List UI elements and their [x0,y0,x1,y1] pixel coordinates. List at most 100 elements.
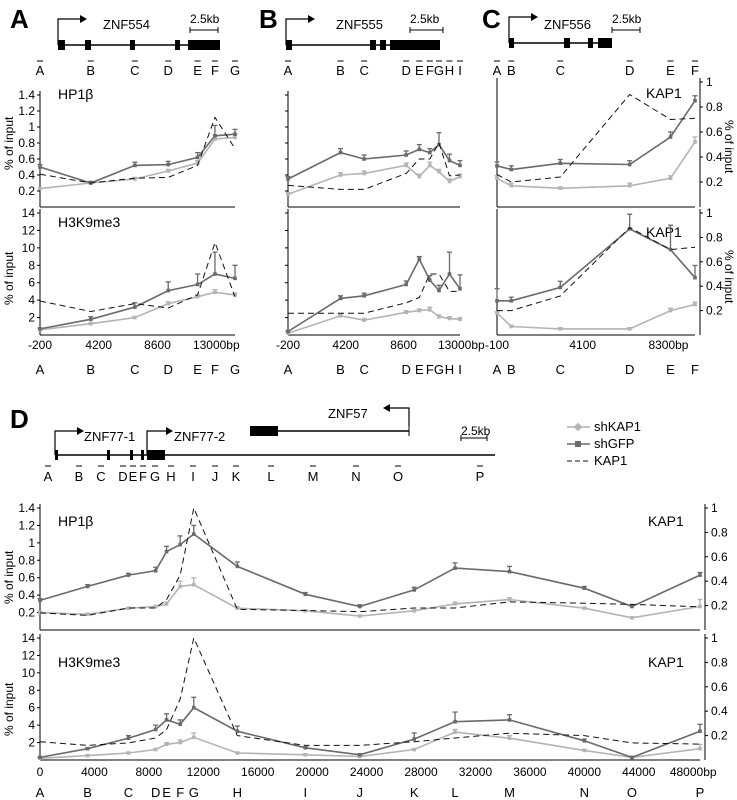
y2-tick-label: 0.6 [706,125,723,139]
primer-label: G [434,63,444,78]
data-point-shkap1 [668,308,673,313]
y-tick-label: 1.2 [18,104,35,118]
data-point-shkap1 [195,161,200,165]
data-point-shkap1 [693,140,697,144]
series-line-kap1 [39,241,236,313]
tss-arrowhead [383,404,390,412]
primer-label-bottom: B [83,785,92,800]
y2-tick-label: 0.2 [711,729,728,743]
data-point-shgfp [630,755,634,760]
primer-label: C [359,63,368,78]
primer-label: H [166,469,175,484]
data-point-shgfp [417,257,422,261]
data-point-shgfp [362,157,366,161]
y-tick-label: 1 [28,120,35,134]
primer-label-bottom: A [284,362,293,377]
data-point-shkap1 [213,137,217,141]
exon-block [85,40,91,50]
exon-block [390,40,440,50]
tss-arrow [285,18,308,45]
exon-block [141,450,144,460]
data-point-shgfp [404,282,408,287]
data-point-shkap1 [85,612,90,617]
y2-tick-label: 1 [706,75,713,89]
primer-label-bottom: M [504,785,515,800]
y-tick-label: 10 [22,666,36,680]
y-tick-label: 4 [28,718,35,732]
primer-label-bottom: I [304,785,308,800]
series-line-kap1 [496,93,696,183]
data-point-shkap1 [417,174,422,179]
data-point-shgfp [126,736,131,741]
x-tick-label: 36000 [513,765,547,779]
ylabel-c-right-bottom: % of input [722,250,736,304]
primer-label-bottom: J [357,785,364,800]
y-tick-label: 0.4 [18,588,35,602]
data-point-shgfp [38,598,42,603]
data-point-shkap1 [153,604,158,609]
tss-arrowhead [531,13,538,21]
primer-label: G [150,469,160,484]
y2-tick-label: 1 [706,206,713,220]
primer-label: C [556,63,565,78]
primer-label-bottom: D [164,362,173,377]
y-tick-label: 1.2 [18,518,35,532]
series-line-kap1 [288,273,460,314]
primer-label-bottom: H [445,362,454,377]
data-point-shgfp [362,293,366,298]
primer-label-bottom: K [410,785,419,800]
series-line-shkap1 [496,303,696,330]
y2-tick-label: 0.2 [706,175,723,189]
chart-title-d-h3k9me3: H3K9me3 [58,654,120,670]
primer-label-bottom: G [230,362,240,377]
tss-arrow [54,430,77,455]
data-point-shkap1 [507,736,512,741]
primer-label-bottom: N [580,785,589,800]
data-point-shgfp [164,718,169,722]
exon-block [188,40,220,50]
exon-block [58,40,65,50]
data-point-shkap1 [582,748,587,753]
data-point-shgfp [303,592,308,597]
data-point-shkap1 [191,582,196,587]
ylabel-d-top: % of input [2,550,16,604]
primer-label-bottom: F [426,362,434,377]
data-point-shgfp [38,165,42,169]
data-point-shgfp [213,134,217,138]
primer-label: C [96,469,105,484]
data-point-shkap1 [164,602,169,606]
data-point-shgfp [195,155,200,160]
data-point-shkap1 [495,176,499,181]
data-point-shkap1 [338,173,343,177]
primer-label-bottom: F [691,362,699,377]
data-point-shkap1 [233,293,237,297]
gene-label-znf554: ZNF554 [103,17,150,32]
x-tick-label: 13000bp [438,338,485,352]
scale-bar-label-d: 2.5kb [461,424,491,438]
data-point-shkap1 [458,317,462,322]
data-point-shkap1 [88,321,93,326]
data-point-shkap1 [630,616,634,620]
primer-label-bottom: D [625,362,634,377]
data-point-shgfp [668,135,673,139]
primer-label-bottom: C [130,362,139,377]
data-point-shkap1 [558,327,563,331]
primer-label: F [211,63,219,78]
data-point-shgfp [164,549,169,554]
data-point-shkap1 [286,192,290,196]
exon-block [286,40,292,50]
y-tick-label: 12 [22,223,36,237]
data-point-shkap1 [195,294,200,299]
y2-tick-label: 0.2 [711,599,728,613]
data-point-shgfp [404,153,408,157]
data-point-shgfp [178,722,182,727]
y-tick-label: 0.6 [18,571,35,585]
data-point-shkap1 [235,751,240,755]
exon-block [55,450,58,460]
primer-label: D [118,469,127,484]
data-point-shkap1 [338,314,343,318]
data-point-shgfp [85,746,90,751]
primer-label: F [426,63,434,78]
data-point-shkap1 [412,609,417,613]
